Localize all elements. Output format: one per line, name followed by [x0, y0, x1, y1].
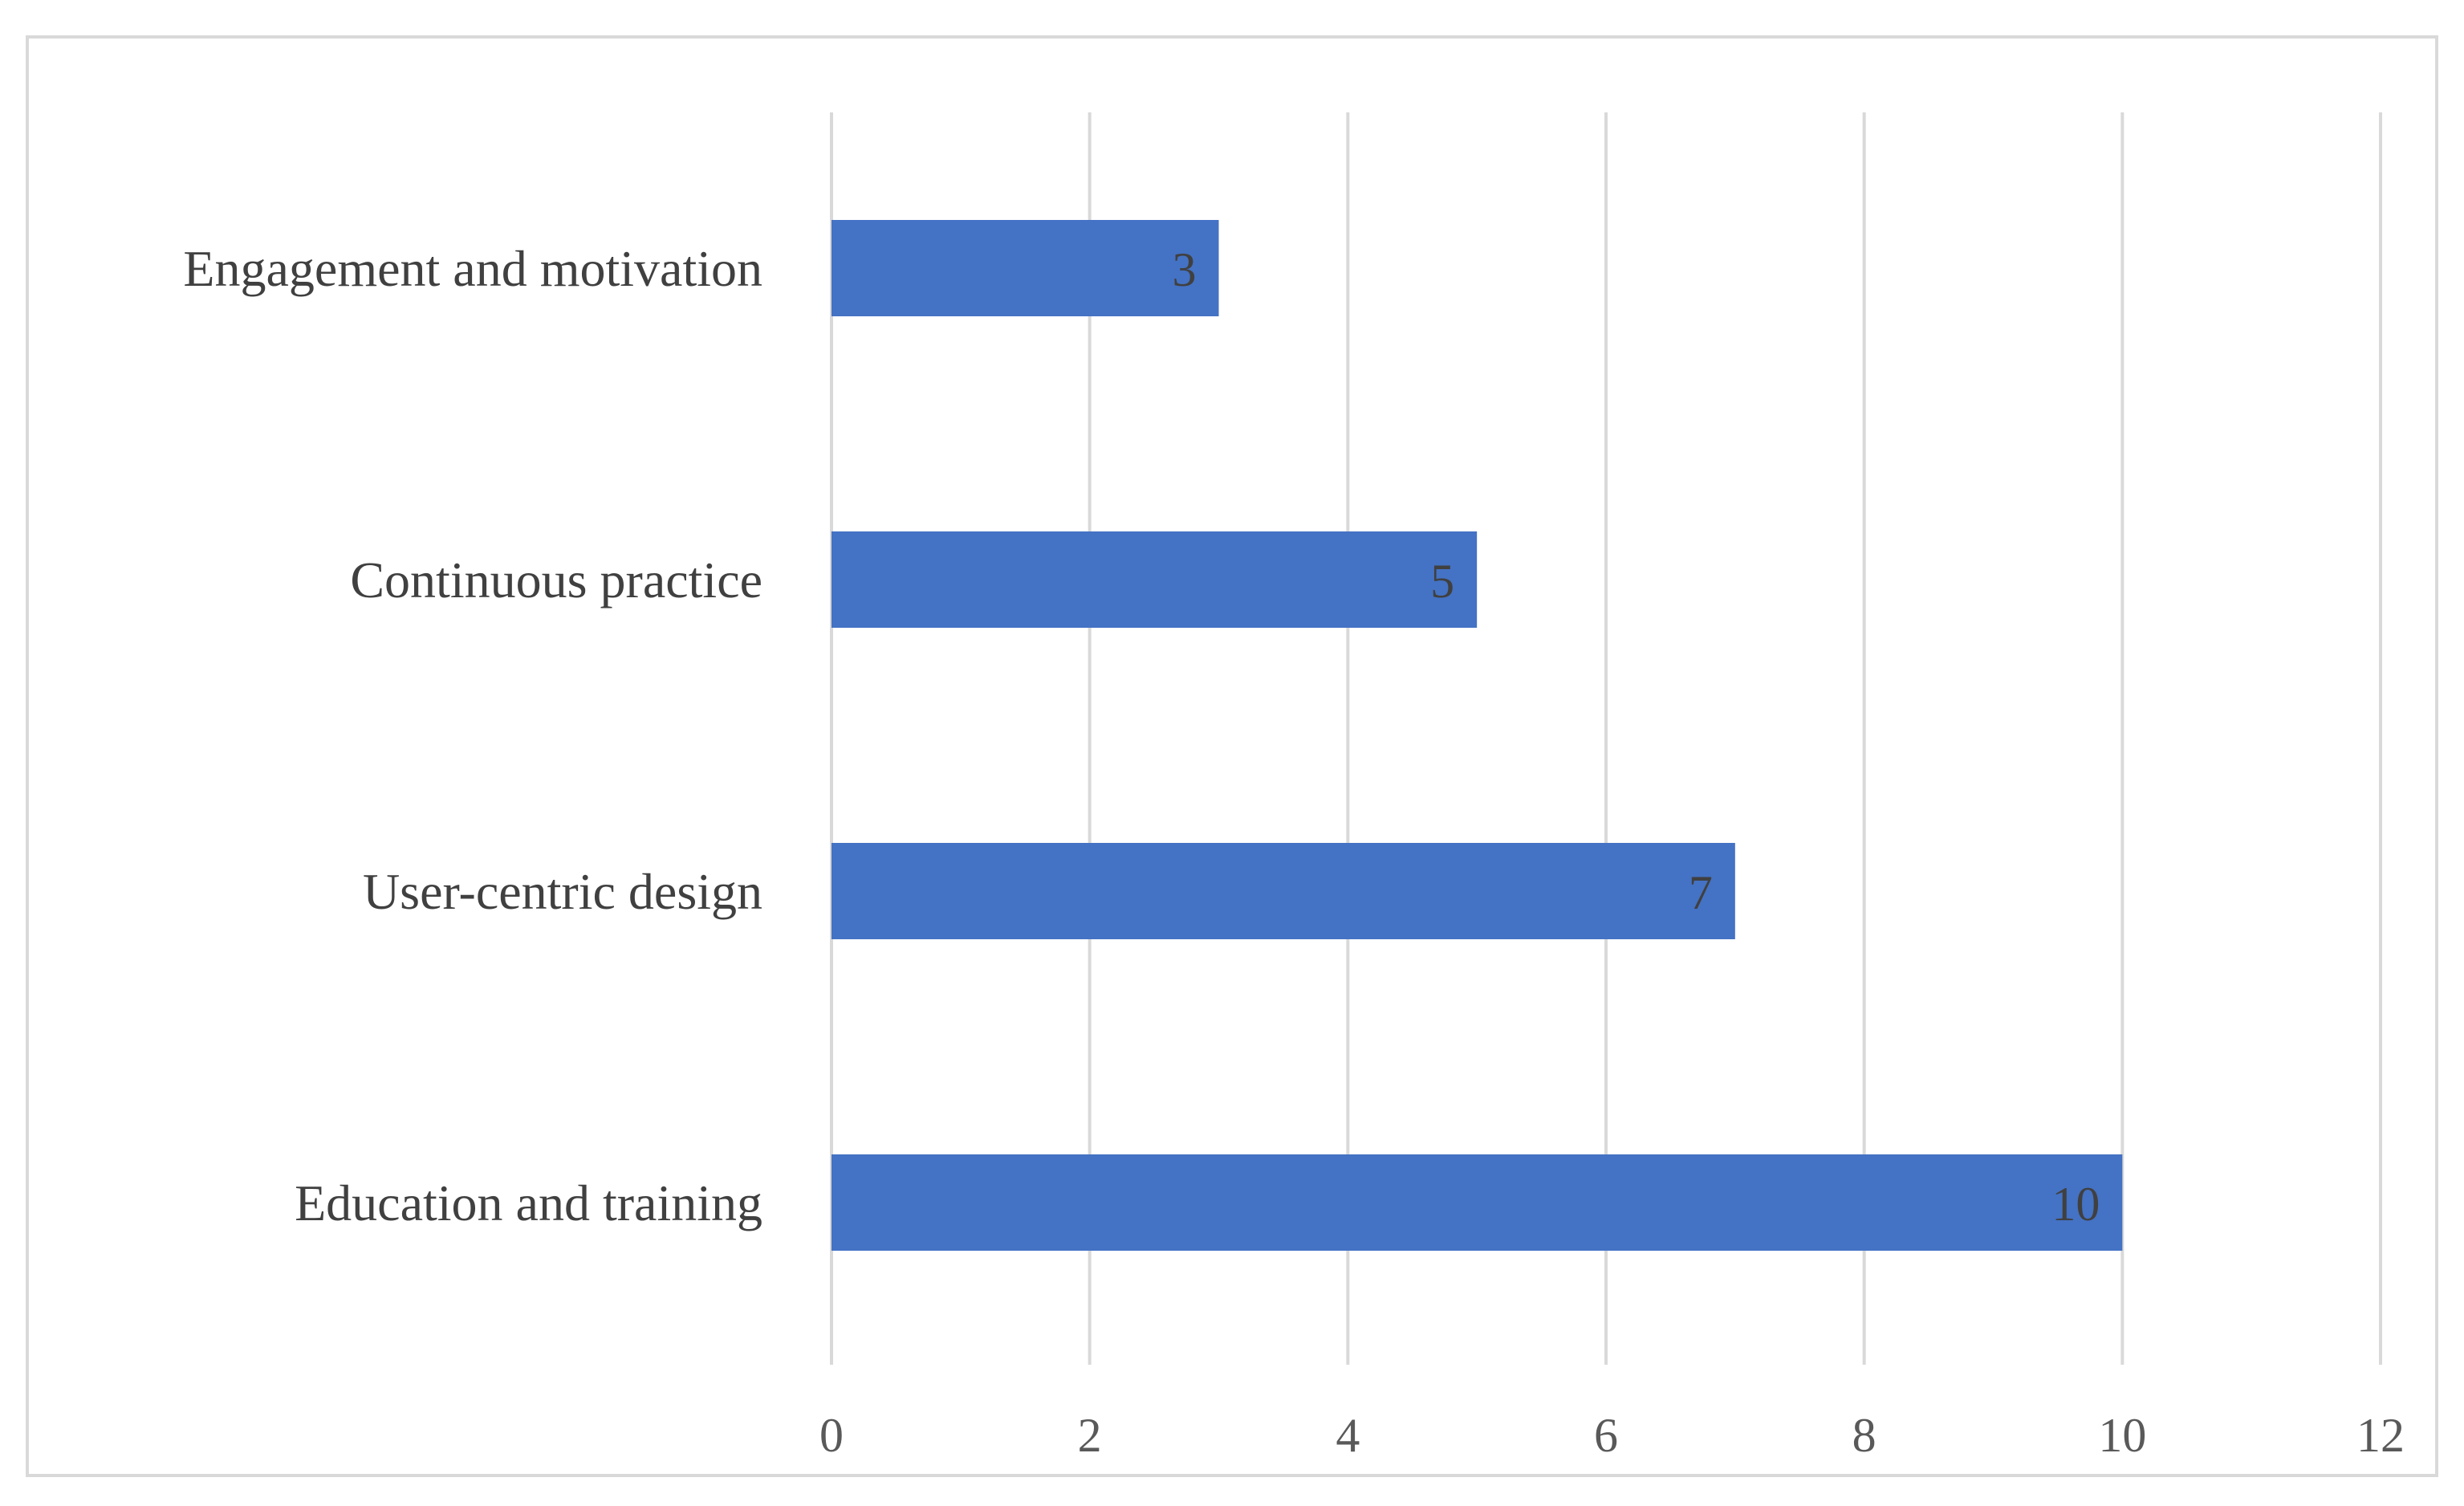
bar: [831, 220, 1219, 316]
x-tick-label: 4: [1336, 1409, 1360, 1462]
data-label: 7: [1689, 866, 1713, 919]
category-label: Engagement and motivation: [183, 240, 762, 297]
x-tick-label: 2: [1078, 1409, 1102, 1462]
bar: [831, 1154, 2123, 1251]
x-axis-ticks: 0 2 4 6 8 10 12: [819, 1409, 2405, 1462]
bar: [831, 531, 1478, 628]
x-tick-label: 12: [2356, 1409, 2405, 1462]
data-label: 3: [1173, 243, 1197, 296]
data-label: 5: [1430, 555, 1454, 608]
category-label: User-centric design: [363, 863, 762, 920]
category-labels: Engagement and motivation Continuous prac…: [183, 240, 762, 1231]
x-tick-label: 8: [1852, 1409, 1876, 1462]
x-tick-label: 10: [2098, 1409, 2146, 1462]
bars: 3 5 7 10: [831, 220, 2123, 1251]
x-tick-label: 0: [819, 1409, 844, 1462]
data-label: 10: [2051, 1178, 2100, 1231]
category-label: Continuous practice: [350, 552, 762, 609]
bar: [831, 843, 1735, 939]
category-label: Education and training: [295, 1174, 762, 1231]
x-tick-label: 6: [1594, 1409, 1618, 1462]
